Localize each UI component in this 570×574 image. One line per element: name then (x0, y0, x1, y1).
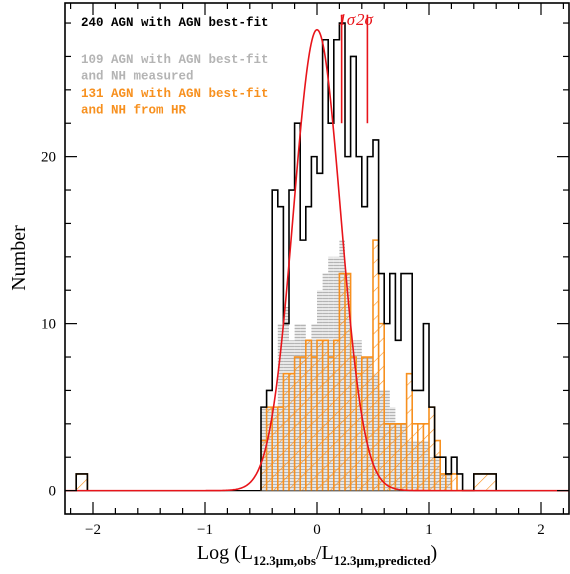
orange-bar-7 (294, 357, 301, 491)
x-tick-label: −2 (85, 522, 101, 538)
orange-bar-20 (367, 357, 373, 491)
orange-bar-31 (429, 407, 435, 491)
histogram-outlines (75, 22, 497, 492)
orange-bar-24 (389, 423, 396, 491)
orange-bar-23 (384, 423, 390, 491)
legend-entry-nh-from-hr: 131 AGN with AGN best-fit and NH from HR (81, 87, 269, 118)
orange-bar-18 (356, 373, 362, 491)
orange-bar-13 (328, 357, 334, 491)
orange-bar-4 (277, 407, 284, 491)
orange-bar-6 (289, 373, 295, 491)
legend-entry-all: 240 AGN with AGN best-fit (81, 16, 269, 30)
sigma-2-label: 2σ (356, 10, 374, 29)
orange-bar-22 (378, 323, 385, 491)
legend: 240 AGN with AGN best-fit 109 AGN with A… (81, 16, 269, 118)
y-tick-label: 20 (41, 150, 56, 166)
orange-bar-9 (305, 340, 312, 491)
y-axis-title: Number (8, 225, 30, 291)
orange-bar-26 (401, 423, 407, 491)
y-tick-label: 10 (41, 317, 56, 333)
orange-bar-35 (451, 473, 457, 491)
orange-bar-0 (76, 473, 88, 491)
y-tick-label: 0 (49, 484, 57, 500)
orange-bar-39 (473, 473, 497, 491)
orange-bar-27 (406, 373, 413, 491)
gaussian-curve-group (65, 14, 569, 492)
black-histogram-outline (75, 22, 497, 492)
orange-bar-10 (311, 357, 317, 491)
orange-bar-5 (283, 373, 289, 491)
orange-bar-29 (417, 423, 424, 491)
orange-bar-28 (412, 423, 418, 491)
orange-bar-15 (339, 273, 345, 491)
sigma-1-label: 1σ (338, 10, 356, 29)
orange-bar-12 (322, 340, 329, 491)
histogram-bars (65, 240, 569, 492)
x-axis-title-prefix: Log (L (197, 542, 253, 564)
x-axis-title-suffix: ) (430, 542, 437, 564)
orange-bar-14 (333, 340, 340, 491)
legend-entry-nh-measured: 109 AGN with AGN best-fit and NH measured (81, 53, 269, 84)
orange-bar-25 (395, 423, 401, 491)
x-axis-title-sub2: 12.3μm,predicted (334, 553, 431, 568)
orange-bar-2 (266, 407, 273, 491)
orange-bar-16 (345, 273, 351, 491)
x-axis-title-mid: /L (316, 542, 334, 564)
orange-bar-30 (423, 423, 429, 491)
axes (64, 2, 570, 515)
x-tick-label: 1 (425, 522, 433, 538)
orange-bar-33 (440, 473, 446, 491)
orange-bar-1 (261, 440, 267, 491)
orange-bar-32 (434, 440, 441, 491)
x-tick-label: 0 (313, 522, 321, 538)
x-axis-title: Log (L12.3μm,obs/L12.3μm,predicted) (197, 542, 437, 568)
orange-bar-19 (361, 357, 368, 491)
gaussian-fit-curve (65, 28, 569, 492)
orange-bar-21 (373, 240, 379, 491)
orange-bar-3 (272, 407, 278, 491)
orange-bar-17 (350, 357, 357, 491)
orange-bar-34 (445, 473, 452, 491)
x-axis-title-sub1: 12.3μm,obs (253, 553, 316, 568)
orange-bar-8 (300, 357, 306, 491)
x-tick-label: 2 (537, 522, 545, 538)
x-tick-label: −1 (197, 522, 213, 538)
orange-bar-11 (317, 340, 323, 491)
